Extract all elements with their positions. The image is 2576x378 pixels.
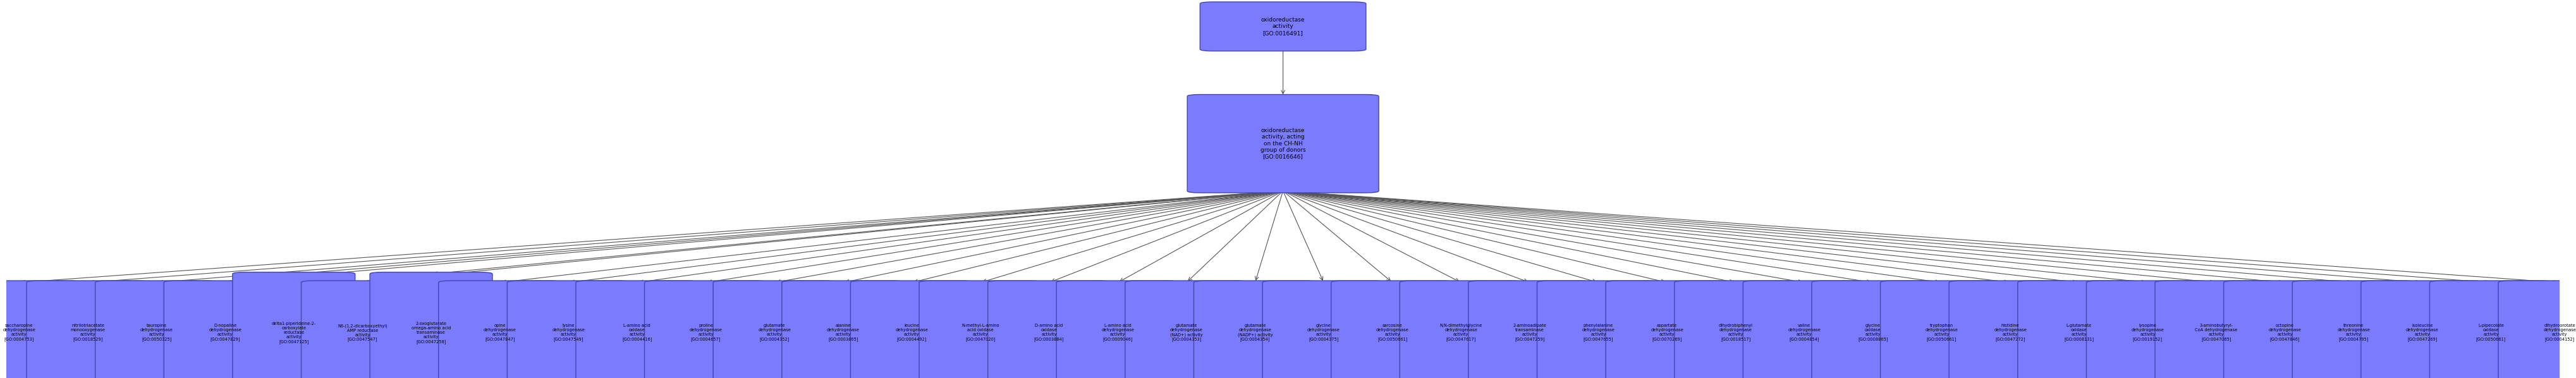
FancyBboxPatch shape: [1262, 280, 1386, 378]
Text: L-amino acid
dehydrogenase
activity
[GO:0009046]: L-amino acid dehydrogenase activity [GO:…: [1103, 324, 1133, 341]
FancyBboxPatch shape: [26, 280, 149, 378]
Text: histidine
dehydrogenase
activity
[GO:0047272]: histidine dehydrogenase activity [GO:004…: [1994, 324, 2027, 341]
FancyBboxPatch shape: [1188, 94, 1378, 193]
Text: glutamate
dehydrogenase
activity
[GO:0004352]: glutamate dehydrogenase activity [GO:000…: [757, 324, 791, 341]
FancyBboxPatch shape: [920, 280, 1041, 378]
Text: L-glutamate
oxidase
activity
[GO:0008131]: L-glutamate oxidase activity [GO:0008131…: [2063, 324, 2094, 341]
Text: 3-aminobutyryl-
CoA dehydrogenase
activity
[GO:0047065]: 3-aminobutyryl- CoA dehydrogenase activi…: [2195, 324, 2239, 341]
FancyBboxPatch shape: [301, 280, 425, 378]
Text: L-pipecolate
oxidase
activity
[GO:0050661]: L-pipecolate oxidase activity [GO:005066…: [2476, 324, 2506, 341]
Text: N6-(1,2-dicarboxyethyl)
AMP reductase
activity
[GO:0047547]: N6-(1,2-dicarboxyethyl) AMP reductase ac…: [337, 324, 386, 342]
Text: glycine
dehydrogenase
activity
[GO:0004375]: glycine dehydrogenase activity [GO:00043…: [1309, 324, 1340, 341]
FancyBboxPatch shape: [1056, 280, 1180, 378]
Text: N,N-dimethylglycine
dehydrogenase
activity
[GO:0047617]: N,N-dimethylglycine dehydrogenase activi…: [1440, 324, 1481, 341]
FancyBboxPatch shape: [2499, 280, 2576, 378]
FancyBboxPatch shape: [1126, 280, 1247, 378]
Text: tryptophan
dehydrogenase
activity
[GO:0050661]: tryptophan dehydrogenase activity [GO:00…: [1924, 324, 1958, 341]
Text: alanine
dehydrogenase
activity
[GO:0003865]: alanine dehydrogenase activity [GO:00038…: [827, 324, 860, 341]
Text: nitrilotriacetate
monooxygenase
activity
[GO:0018529]: nitrilotriacetate monooxygenase activity…: [70, 324, 106, 341]
FancyBboxPatch shape: [1674, 280, 1798, 378]
FancyBboxPatch shape: [2429, 280, 2553, 378]
Text: delta1-piperideine-2-
carboxylate
reductase
activity
[GO:0047125]: delta1-piperideine-2- carboxylate reduct…: [270, 322, 317, 344]
FancyBboxPatch shape: [577, 280, 698, 378]
FancyBboxPatch shape: [2223, 280, 2347, 378]
FancyBboxPatch shape: [2156, 280, 2277, 378]
FancyBboxPatch shape: [783, 280, 904, 378]
FancyBboxPatch shape: [644, 280, 768, 378]
FancyBboxPatch shape: [1468, 280, 1592, 378]
FancyBboxPatch shape: [987, 280, 1110, 378]
Text: glutamate
dehydrogenase
(NADP+) activity
[GO:0004354]: glutamate dehydrogenase (NADP+) activity…: [1236, 324, 1273, 342]
FancyBboxPatch shape: [1605, 280, 1728, 378]
FancyBboxPatch shape: [2087, 280, 2208, 378]
Text: glutamate
dehydrogenase
(NAD+) activity
[GO:0004353]: glutamate dehydrogenase (NAD+) activity …: [1170, 324, 1203, 342]
Text: dihydrobiphenyl
dehydrogenase
activity
[GO:0018517]: dihydrobiphenyl dehydrogenase activity […: [1718, 324, 1752, 341]
FancyBboxPatch shape: [1538, 280, 1659, 378]
Text: N-methyl-L-amino
acid oxidase
activity
[GO:0047020]: N-methyl-L-amino acid oxidase activity […: [961, 324, 999, 341]
Text: octopine
dehydrogenase
activity
[GO:0047846]: octopine dehydrogenase activity [GO:0047…: [2269, 324, 2300, 341]
Text: opine
dehydrogenase
activity
[GO:0047847]: opine dehydrogenase activity [GO:0047847…: [484, 324, 515, 341]
FancyBboxPatch shape: [438, 280, 562, 378]
Text: leucine
dehydrogenase
activity
[GO:0004492]: leucine dehydrogenase activity [GO:00044…: [896, 324, 927, 341]
FancyBboxPatch shape: [507, 280, 629, 378]
Text: D-nopaline
dehydrogenase
activity
[GO:0047829]: D-nopaline dehydrogenase activity [GO:00…: [209, 324, 242, 341]
Text: oxidoreductase
activity
[GO:0016491]: oxidoreductase activity [GO:0016491]: [1262, 17, 1306, 36]
Text: 2-aminoadipate
transaminase
activity
[GO:0047259]: 2-aminoadipate transaminase activity [GO…: [1512, 324, 1546, 341]
Text: D-amino acid
oxidase
activity
[GO:0003884]: D-amino acid oxidase activity [GO:000388…: [1033, 324, 1064, 341]
Text: phenylalanine
dehydrogenase
activity
[GO:0047655]: phenylalanine dehydrogenase activity [GO…: [1582, 324, 1615, 341]
FancyBboxPatch shape: [1744, 280, 1865, 378]
Text: sarcosine
dehydrogenase
activity
[GO:0050661]: sarcosine dehydrogenase activity [GO:005…: [1376, 324, 1409, 341]
Text: valine
dehydrogenase
activity
[GO:0004854]: valine dehydrogenase activity [GO:000485…: [1788, 324, 1821, 341]
Text: 2-oxoglutarate
omega-amino acid
transaminase
activity
[GO:0047258]: 2-oxoglutarate omega-amino acid transami…: [412, 322, 451, 344]
FancyBboxPatch shape: [1399, 280, 1522, 378]
Text: L-amino acid
oxidase
activity
[GO:0004416]: L-amino acid oxidase activity [GO:000441…: [623, 324, 652, 341]
FancyBboxPatch shape: [2017, 280, 2141, 378]
Text: proline
dehydrogenase
activity
[GO:0004657]: proline dehydrogenase activity [GO:00046…: [690, 324, 721, 341]
FancyBboxPatch shape: [1200, 2, 1365, 51]
Text: tauropine
dehydrogenase
activity
[GO:0050325]: tauropine dehydrogenase activity [GO:005…: [139, 324, 173, 341]
FancyBboxPatch shape: [2293, 280, 2414, 378]
FancyBboxPatch shape: [232, 272, 355, 378]
FancyBboxPatch shape: [1880, 280, 2004, 378]
Text: isoleucine
dehydrogenase
activity
[GO:0047269]: isoleucine dehydrogenase activity [GO:00…: [2406, 324, 2439, 341]
FancyBboxPatch shape: [1193, 280, 1316, 378]
Text: lysine
dehydrogenase
activity
[GO:0047549]: lysine dehydrogenase activity [GO:004754…: [551, 324, 585, 341]
FancyBboxPatch shape: [371, 272, 492, 378]
Text: threonine
dehydrogenase
activity
[GO:0004795]: threonine dehydrogenase activity [GO:000…: [2336, 324, 2370, 341]
FancyBboxPatch shape: [1332, 280, 1453, 378]
Text: lysopine
dehydrogenase
activity
[GO:0019152]: lysopine dehydrogenase activity [GO:0019…: [2130, 324, 2164, 341]
FancyBboxPatch shape: [95, 280, 219, 378]
Text: saccharopine
dehydrogenase
activity
[GO:0004753]: saccharopine dehydrogenase activity [GO:…: [3, 324, 36, 341]
Text: aspartate
dehydrogenase
activity
[GO:0070269]: aspartate dehydrogenase activity [GO:007…: [1651, 324, 1685, 341]
FancyBboxPatch shape: [0, 280, 80, 378]
FancyBboxPatch shape: [165, 280, 286, 378]
Text: oxidoreductase
activity, acting
on the CH-NH
group of donors
[GO:0016646]: oxidoreductase activity, acting on the C…: [1260, 128, 1306, 160]
Text: dihydroorotate
dehydrogenase
activity
[GO:0004152]: dihydroorotate dehydrogenase activity [G…: [2543, 324, 2576, 341]
Text: glycine
oxidase
activity
[GO:0008865]: glycine oxidase activity [GO:0008865]: [1857, 324, 1888, 341]
FancyBboxPatch shape: [1811, 280, 1935, 378]
FancyBboxPatch shape: [850, 280, 974, 378]
FancyBboxPatch shape: [2362, 280, 2483, 378]
FancyBboxPatch shape: [714, 280, 835, 378]
FancyBboxPatch shape: [1950, 280, 2071, 378]
